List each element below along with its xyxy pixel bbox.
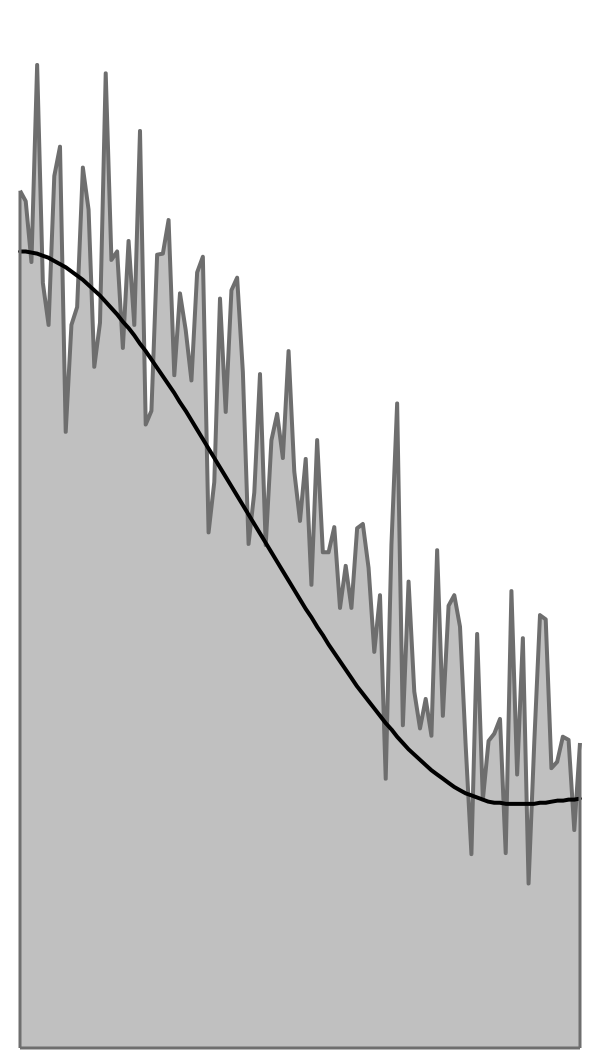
plot-edges-layer — [18, 190, 582, 1050]
trend-series-line — [18, 249, 582, 806]
area-fill — [20, 64, 580, 1049]
noisy-series-layer — [18, 62, 582, 886]
noisy-series-line — [18, 62, 582, 886]
trend-series-layer — [18, 249, 582, 806]
area-fill-layer — [20, 64, 580, 1049]
